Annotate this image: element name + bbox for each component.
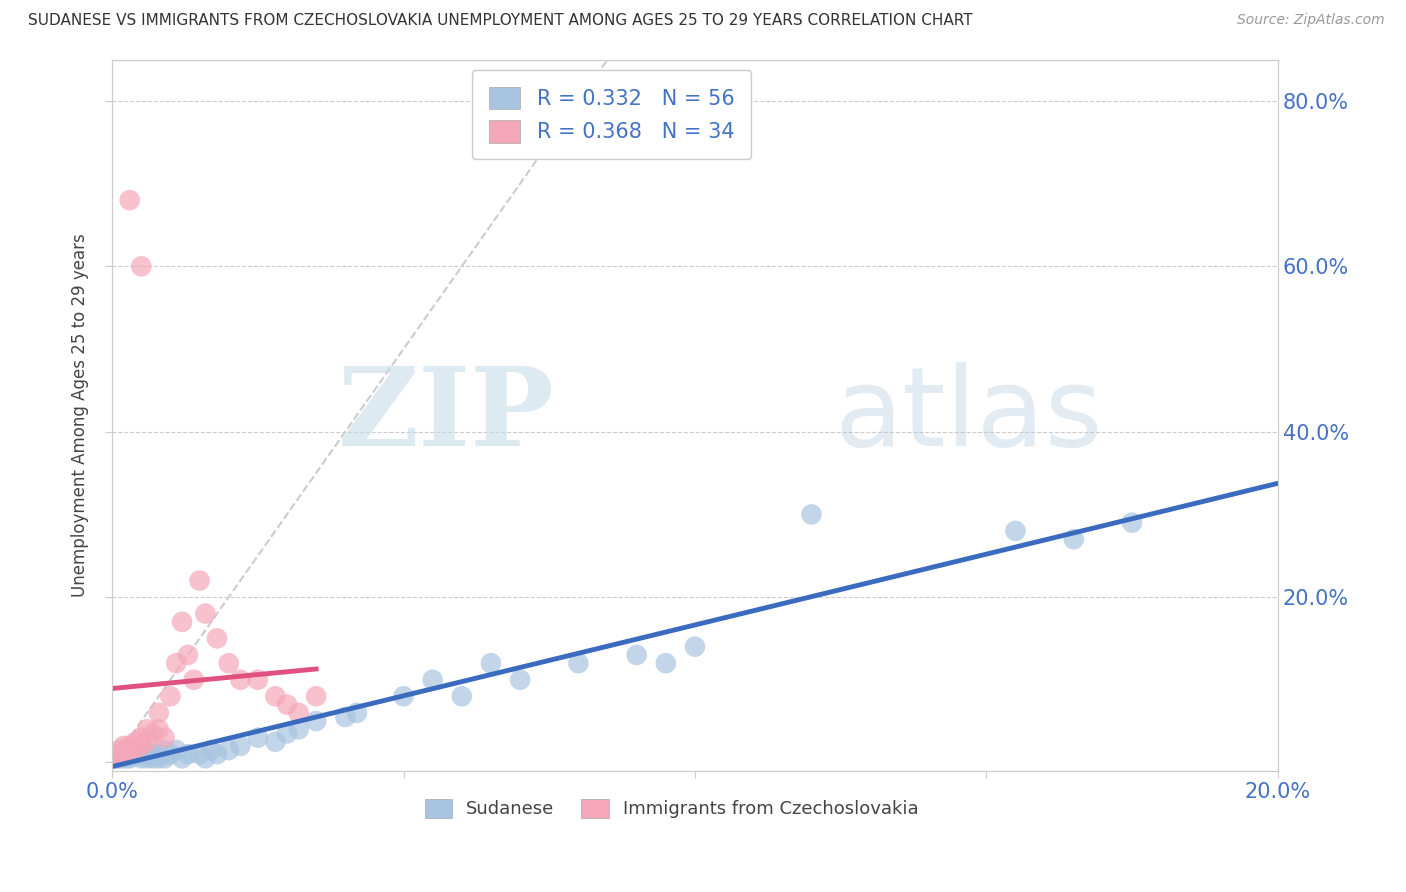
Point bbox=[107, 747, 129, 761]
Point bbox=[136, 735, 159, 749]
Point bbox=[121, 747, 143, 761]
Point bbox=[177, 747, 200, 761]
Point bbox=[177, 648, 200, 662]
Y-axis label: Unemployment Among Ages 25 to 29 years: Unemployment Among Ages 25 to 29 years bbox=[72, 234, 89, 597]
Point bbox=[159, 690, 181, 704]
Point bbox=[205, 747, 228, 761]
Point bbox=[683, 640, 706, 654]
Point bbox=[104, 751, 127, 765]
Point bbox=[148, 706, 170, 720]
Point bbox=[188, 747, 211, 761]
Point bbox=[422, 673, 444, 687]
Point bbox=[229, 739, 252, 753]
Point bbox=[153, 743, 176, 757]
Point bbox=[125, 747, 148, 761]
Point bbox=[129, 731, 152, 745]
Point bbox=[194, 751, 217, 765]
Point bbox=[136, 751, 159, 765]
Point bbox=[148, 723, 170, 737]
Point bbox=[1063, 532, 1085, 546]
Point bbox=[124, 743, 146, 757]
Point bbox=[567, 656, 589, 670]
Point bbox=[115, 743, 138, 757]
Point bbox=[346, 706, 368, 720]
Text: Source: ZipAtlas.com: Source: ZipAtlas.com bbox=[1237, 13, 1385, 28]
Point bbox=[159, 747, 181, 761]
Point bbox=[200, 743, 222, 757]
Point bbox=[110, 748, 132, 763]
Point bbox=[287, 706, 309, 720]
Point bbox=[264, 735, 287, 749]
Point bbox=[118, 747, 141, 761]
Point bbox=[229, 673, 252, 687]
Point bbox=[118, 193, 141, 207]
Point bbox=[450, 690, 472, 704]
Text: SUDANESE VS IMMIGRANTS FROM CZECHOSLOVAKIA UNEMPLOYMENT AMONG AGES 25 TO 29 YEAR: SUDANESE VS IMMIGRANTS FROM CZECHOSLOVAK… bbox=[28, 13, 973, 29]
Text: ZIP: ZIP bbox=[339, 361, 555, 468]
Point bbox=[129, 743, 152, 757]
Point bbox=[110, 747, 132, 761]
Point bbox=[136, 723, 159, 737]
Point bbox=[218, 656, 240, 670]
Point bbox=[112, 739, 135, 753]
Point bbox=[205, 632, 228, 646]
Point bbox=[479, 656, 502, 670]
Point bbox=[148, 747, 170, 761]
Point bbox=[218, 743, 240, 757]
Point bbox=[305, 690, 328, 704]
Point bbox=[626, 648, 648, 662]
Point bbox=[124, 735, 146, 749]
Point bbox=[115, 751, 138, 765]
Point bbox=[246, 731, 269, 745]
Point bbox=[183, 673, 205, 687]
Point bbox=[124, 743, 146, 757]
Point bbox=[655, 656, 678, 670]
Point bbox=[129, 739, 152, 753]
Point bbox=[129, 751, 152, 765]
Point bbox=[118, 751, 141, 765]
Point bbox=[148, 751, 170, 765]
Point bbox=[142, 751, 165, 765]
Point bbox=[264, 690, 287, 704]
Point bbox=[1004, 524, 1026, 538]
Point bbox=[305, 714, 328, 728]
Point bbox=[800, 508, 823, 522]
Point bbox=[142, 747, 165, 761]
Text: atlas: atlas bbox=[835, 361, 1104, 468]
Point bbox=[118, 739, 141, 753]
Point bbox=[172, 615, 194, 629]
Point bbox=[335, 710, 357, 724]
Point bbox=[194, 607, 217, 621]
Point bbox=[124, 748, 146, 763]
Point bbox=[108, 743, 131, 757]
Point bbox=[111, 751, 134, 765]
Point bbox=[118, 743, 141, 757]
Point bbox=[108, 751, 131, 765]
Point bbox=[1121, 516, 1143, 530]
Point bbox=[276, 726, 298, 740]
Point bbox=[129, 260, 152, 274]
Point bbox=[165, 656, 187, 670]
Point bbox=[105, 751, 128, 765]
Point bbox=[153, 751, 176, 765]
Point bbox=[112, 747, 135, 761]
Point bbox=[246, 673, 269, 687]
Point bbox=[129, 747, 152, 761]
Point bbox=[153, 731, 176, 745]
Point bbox=[118, 743, 141, 757]
Legend: Sudanese, Immigrants from Czechoslovakia: Sudanese, Immigrants from Czechoslovakia bbox=[418, 792, 925, 826]
Point bbox=[112, 747, 135, 761]
Point bbox=[165, 743, 187, 757]
Point bbox=[188, 574, 211, 588]
Point bbox=[392, 690, 415, 704]
Point bbox=[136, 747, 159, 761]
Point bbox=[276, 698, 298, 712]
Point bbox=[172, 751, 194, 765]
Point bbox=[509, 673, 531, 687]
Point bbox=[114, 748, 136, 763]
Point bbox=[107, 747, 129, 761]
Point bbox=[142, 726, 165, 740]
Point bbox=[287, 723, 309, 737]
